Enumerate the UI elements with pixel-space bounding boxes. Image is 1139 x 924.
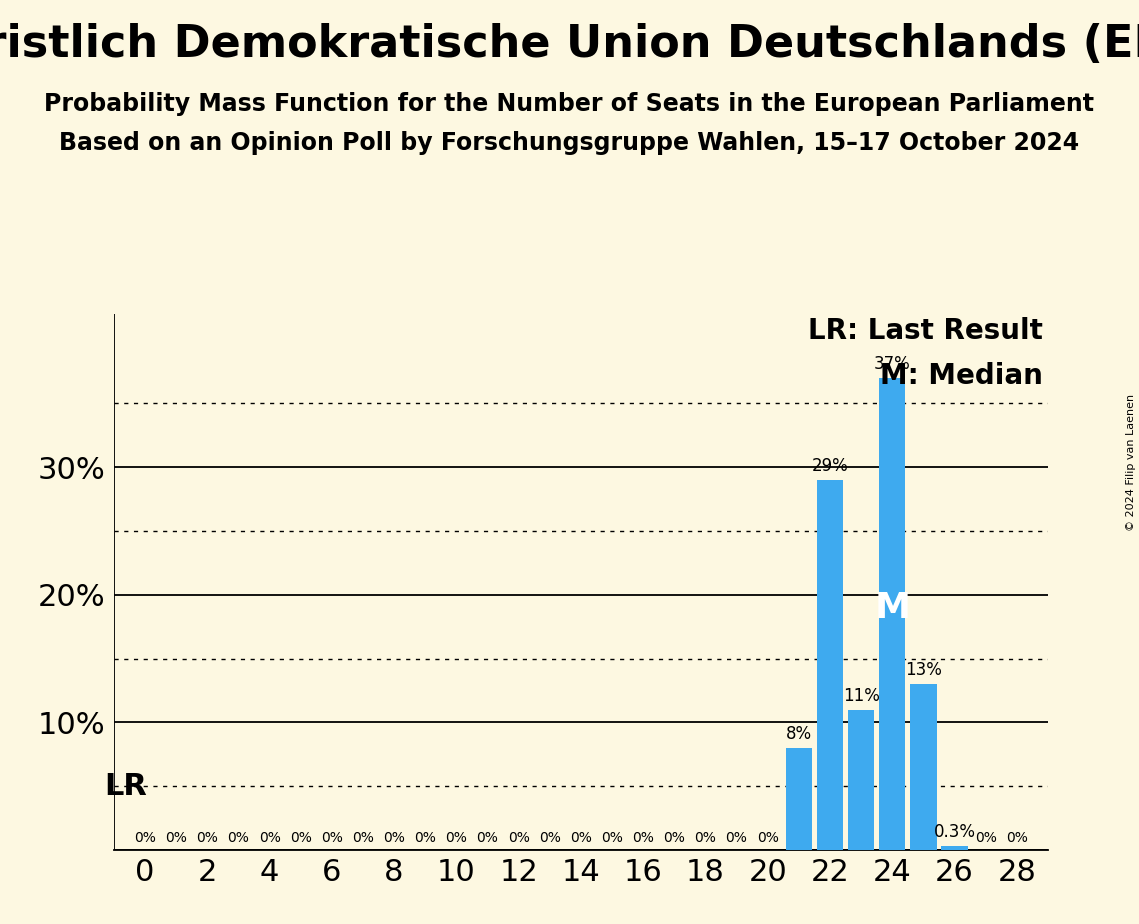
Bar: [847, 710, 875, 850]
Text: 0%: 0%: [259, 831, 280, 845]
Text: 0%: 0%: [1006, 831, 1027, 845]
Text: Based on an Opinion Poll by Forschungsgruppe Wahlen, 15–17 October 2024: Based on an Opinion Poll by Forschungsgr…: [59, 131, 1080, 155]
Text: 13%: 13%: [904, 661, 942, 679]
Text: 0%: 0%: [445, 831, 467, 845]
Text: 0%: 0%: [508, 831, 530, 845]
Bar: [910, 684, 936, 850]
Text: M: M: [875, 590, 910, 625]
Bar: [817, 480, 843, 850]
Text: 0%: 0%: [601, 831, 623, 845]
Text: 0%: 0%: [695, 831, 716, 845]
Text: 0%: 0%: [165, 831, 187, 845]
Bar: [879, 378, 906, 850]
Text: Christlich Demokratische Union Deutschlands (EPP): Christlich Demokratische Union Deutschla…: [0, 23, 1139, 67]
Text: 0%: 0%: [476, 831, 499, 845]
Text: 0%: 0%: [663, 831, 686, 845]
Text: 29%: 29%: [812, 457, 849, 475]
Text: 8%: 8%: [786, 725, 812, 743]
Text: LR: LR: [105, 772, 147, 801]
Text: 0%: 0%: [539, 831, 560, 845]
Text: 0.3%: 0.3%: [934, 823, 975, 841]
Text: 0%: 0%: [289, 831, 312, 845]
Bar: [786, 748, 812, 850]
Text: 0%: 0%: [321, 831, 343, 845]
Text: 0%: 0%: [415, 831, 436, 845]
Text: 0%: 0%: [726, 831, 747, 845]
Text: M: Median: M: Median: [880, 362, 1043, 391]
Bar: [941, 846, 968, 850]
Text: 0%: 0%: [570, 831, 592, 845]
Text: Probability Mass Function for the Number of Seats in the European Parliament: Probability Mass Function for the Number…: [44, 92, 1095, 116]
Text: 0%: 0%: [228, 831, 249, 845]
Text: 37%: 37%: [874, 355, 910, 373]
Text: 0%: 0%: [756, 831, 779, 845]
Text: 0%: 0%: [975, 831, 997, 845]
Text: 11%: 11%: [843, 687, 879, 705]
Text: LR: Last Result: LR: Last Result: [809, 317, 1043, 345]
Text: 0%: 0%: [383, 831, 405, 845]
Text: 0%: 0%: [196, 831, 219, 845]
Text: 0%: 0%: [352, 831, 374, 845]
Text: 0%: 0%: [632, 831, 654, 845]
Text: 0%: 0%: [134, 831, 156, 845]
Text: © 2024 Filip van Laenen: © 2024 Filip van Laenen: [1126, 394, 1136, 530]
